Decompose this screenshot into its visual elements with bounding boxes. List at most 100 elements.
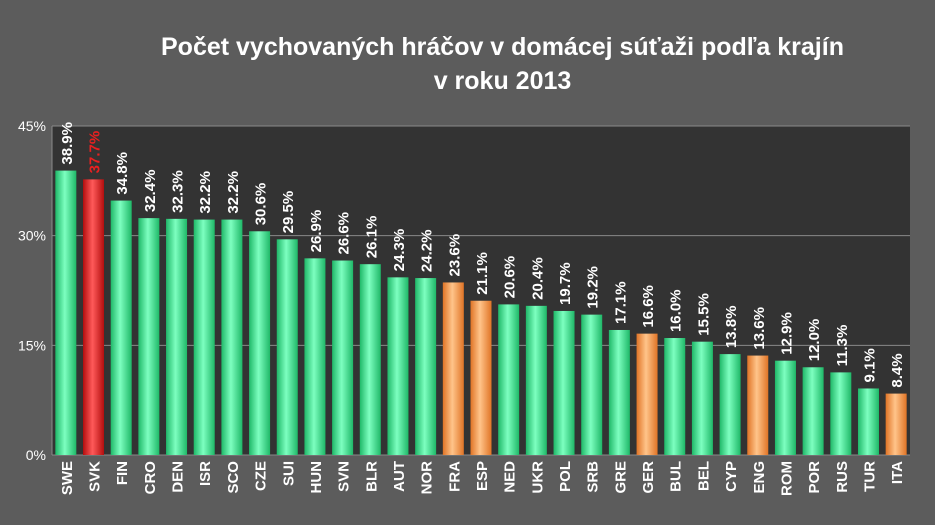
data-label-gre: 17.1% xyxy=(612,281,629,324)
bar-isr xyxy=(193,219,215,455)
bar-esp xyxy=(470,300,492,455)
x-tick-label-fra: FRA xyxy=(446,461,463,492)
bar-por xyxy=(802,367,824,455)
bar-bel xyxy=(691,341,713,455)
data-label-den: 32.3% xyxy=(170,170,187,213)
bar-tur xyxy=(857,388,879,455)
data-label-cyp: 13.8% xyxy=(723,306,740,349)
x-tick-label-pol: POL xyxy=(557,461,574,492)
data-label-tur: 9.1% xyxy=(861,348,878,382)
x-tick-label-nor: NOR xyxy=(419,461,436,495)
chart-title-line2: v roku 2013 xyxy=(433,67,572,95)
x-tick-label-blr: BLR xyxy=(363,461,380,492)
bar-ger xyxy=(636,333,658,455)
data-label-ukr: 20.4% xyxy=(529,257,546,300)
bar-aut xyxy=(387,277,409,455)
data-label-rus: 11.3% xyxy=(834,325,851,367)
data-label-isr: 32.2% xyxy=(197,171,214,214)
x-tick-label-rom: ROM xyxy=(778,461,795,496)
data-label-por: 12.0% xyxy=(806,319,823,362)
bar-ukr xyxy=(525,305,547,455)
x-tick-label-ger: GER xyxy=(640,461,657,494)
data-label-ita: 8.4% xyxy=(889,353,906,387)
data-label-cze: 30.6% xyxy=(253,183,270,226)
bar-srb xyxy=(581,314,603,455)
bar-fra xyxy=(442,282,464,455)
data-label-fin: 34.8% xyxy=(114,152,131,195)
x-tick-label-cro: CRO xyxy=(142,461,159,495)
bar-bul xyxy=(664,338,686,455)
data-label-bel: 15.5% xyxy=(695,293,712,336)
x-tick-label-hun: HUN xyxy=(308,461,325,494)
data-label-cro: 32.4% xyxy=(142,170,159,213)
x-tick-label-cyp: CYP xyxy=(723,461,740,492)
chart-title: Počet vychovaných hráčov v domácej súťaž… xyxy=(0,30,935,98)
x-tick-label-bul: BUL xyxy=(668,461,685,492)
y-tick-label: 45% xyxy=(18,118,46,134)
x-tick-label-rus: RUS xyxy=(834,461,851,493)
bar-ita xyxy=(885,393,907,455)
x-tick-label-ita: ITA xyxy=(889,461,906,484)
data-label-aut: 24.3% xyxy=(391,229,408,272)
x-tick-label-isr: ISR xyxy=(197,461,214,486)
bar-blr xyxy=(359,264,381,455)
x-tick-label-svk: SVK xyxy=(87,461,104,492)
x-tick-label-svn: SVN xyxy=(336,461,353,492)
bar-sui xyxy=(276,239,298,455)
bar-nor xyxy=(415,278,437,455)
bar-fin xyxy=(110,200,132,455)
bar-svk xyxy=(83,179,105,456)
x-tick-label-esp: ESP xyxy=(474,461,491,491)
x-tick-label-aut: AUT xyxy=(391,461,408,492)
bar-den xyxy=(166,218,188,455)
data-label-sco: 32.2% xyxy=(225,171,242,214)
bar-svn xyxy=(332,260,354,455)
bar-swe xyxy=(55,170,77,455)
x-tick-label-ned: NED xyxy=(502,461,519,493)
x-tick-label-bel: BEL xyxy=(695,461,712,491)
data-label-sui: 29.5% xyxy=(280,191,297,234)
y-tick-label: 0% xyxy=(26,447,46,463)
x-tick-label-srb: SRB xyxy=(585,461,602,493)
bar-ned xyxy=(498,304,520,455)
bar-cze xyxy=(249,231,271,455)
x-tick-label-gre: GRE xyxy=(612,461,629,494)
data-label-svn: 26.6% xyxy=(336,212,353,255)
bar-cyp xyxy=(719,354,741,455)
data-label-blr: 26.1% xyxy=(363,216,380,259)
data-label-swe: 38.9% xyxy=(59,122,76,165)
data-label-hun: 26.9% xyxy=(308,210,325,253)
data-label-rom: 12.9% xyxy=(778,312,795,355)
x-tick-label-cze: CZE xyxy=(253,461,270,491)
y-tick-label: 30% xyxy=(18,228,46,244)
bar-eng xyxy=(747,355,769,455)
bar-cro xyxy=(138,218,160,455)
data-label-ger: 16.6% xyxy=(640,285,657,328)
data-label-bul: 16.0% xyxy=(668,289,685,332)
data-label-nor: 24.2% xyxy=(419,230,436,273)
x-tick-label-eng: ENG xyxy=(751,461,768,494)
bar-pol xyxy=(553,310,575,455)
x-tick-label-den: DEN xyxy=(170,461,187,493)
bar-gre xyxy=(608,329,630,455)
data-label-svk: 37.7% xyxy=(87,131,104,174)
x-tick-label-ukr: UKR xyxy=(529,461,546,494)
data-label-esp: 21.1% xyxy=(474,252,491,295)
x-tick-label-swe: SWE xyxy=(59,461,76,495)
chart-title-line1: Počet vychovaných hráčov v domácej súťaž… xyxy=(161,33,844,61)
y-tick-label: 15% xyxy=(18,337,46,353)
bar-sco xyxy=(221,219,243,455)
x-tick-label-por: POR xyxy=(806,461,823,494)
bar-rus xyxy=(830,372,852,455)
bar-rom xyxy=(774,360,796,455)
data-label-pol: 19.7% xyxy=(557,262,574,305)
data-label-fra: 23.6% xyxy=(446,234,463,277)
data-label-ned: 20.6% xyxy=(502,256,519,299)
x-tick-label-fin: FIN xyxy=(114,461,131,485)
data-label-eng: 13.6% xyxy=(751,307,768,350)
data-label-srb: 19.2% xyxy=(585,266,602,309)
x-tick-label-sui: SUI xyxy=(280,461,297,486)
x-tick-label-tur: TUR xyxy=(861,461,878,492)
